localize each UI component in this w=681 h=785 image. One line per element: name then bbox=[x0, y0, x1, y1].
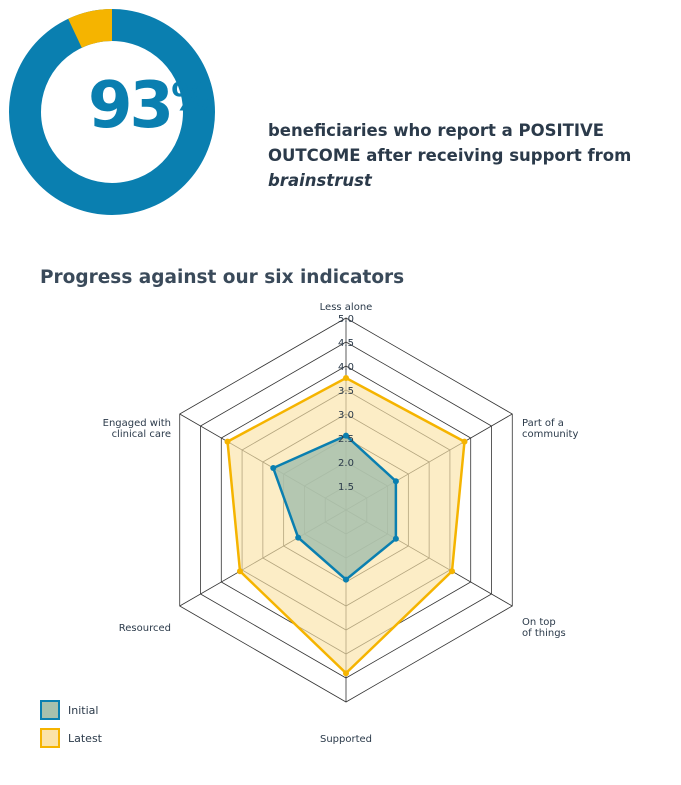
legend-label-initial: Initial bbox=[68, 703, 99, 717]
axis-label-line: Resourced bbox=[119, 623, 171, 634]
tick-label: 2.5 bbox=[338, 434, 354, 445]
legend-item-initial: Initial bbox=[40, 700, 102, 720]
donut-chart bbox=[9, 9, 215, 215]
data-point-initial bbox=[295, 534, 302, 541]
axis-label-line: of things bbox=[522, 628, 566, 639]
tick-label: 1.5 bbox=[338, 482, 354, 493]
tick-label: 4.5 bbox=[338, 338, 354, 349]
data-point-latest bbox=[236, 568, 243, 575]
headline-brand: brainstrust bbox=[268, 171, 372, 190]
axis-label: Supported bbox=[320, 734, 372, 745]
headline-main: beneficiaries who report a POSITIVE OUTC… bbox=[268, 121, 632, 165]
data-point-latest bbox=[343, 670, 349, 677]
axis-label: Less alone bbox=[320, 302, 373, 313]
axis-label-line: clinical care bbox=[112, 429, 171, 440]
data-point-latest bbox=[461, 438, 468, 445]
axis-label-line: Part of a bbox=[522, 418, 564, 429]
legend-swatch-initial bbox=[40, 700, 60, 720]
axis-label-line: On top bbox=[522, 617, 556, 628]
headline-text: beneficiaries who report a POSITIVE OUTC… bbox=[268, 118, 648, 193]
axis-label: Resourced bbox=[119, 623, 171, 634]
data-point-initial bbox=[392, 478, 399, 485]
tick-label: 4.0 bbox=[338, 362, 354, 373]
data-point-latest bbox=[449, 568, 456, 575]
data-point-initial bbox=[270, 465, 277, 471]
percent-sign: % bbox=[171, 75, 210, 119]
tick-label: 3.5 bbox=[338, 386, 354, 397]
axis-label-line: Supported bbox=[320, 734, 372, 745]
legend: Initial Latest bbox=[40, 700, 102, 756]
percentage-value: 93% bbox=[88, 74, 209, 138]
data-point-initial bbox=[343, 576, 349, 583]
tick-label: 5.0 bbox=[338, 314, 354, 325]
data-point-latest bbox=[224, 438, 231, 445]
axis-label-line: Less alone bbox=[320, 302, 373, 313]
tick-label: 2.0 bbox=[338, 458, 354, 469]
axis-label: Engaged with clinical care bbox=[103, 418, 171, 440]
legend-label-latest: Latest bbox=[68, 731, 102, 745]
legend-swatch-latest bbox=[40, 728, 60, 748]
data-point-initial bbox=[343, 432, 349, 439]
data-point-initial bbox=[392, 535, 399, 542]
data-point-latest bbox=[343, 375, 349, 381]
axis-label-line: Engaged with bbox=[103, 418, 171, 429]
donut-remainder-segment bbox=[68, 9, 113, 49]
legend-item-latest: Latest bbox=[40, 728, 102, 748]
percentage-number: 93 bbox=[88, 69, 174, 143]
tick-label: 3.0 bbox=[338, 410, 354, 421]
axis-label-line: community bbox=[522, 429, 578, 440]
section-title: Progress against our six indicators bbox=[40, 267, 405, 288]
axis-label: On top of things bbox=[522, 617, 566, 639]
axis-label: Part of a community bbox=[522, 418, 578, 440]
